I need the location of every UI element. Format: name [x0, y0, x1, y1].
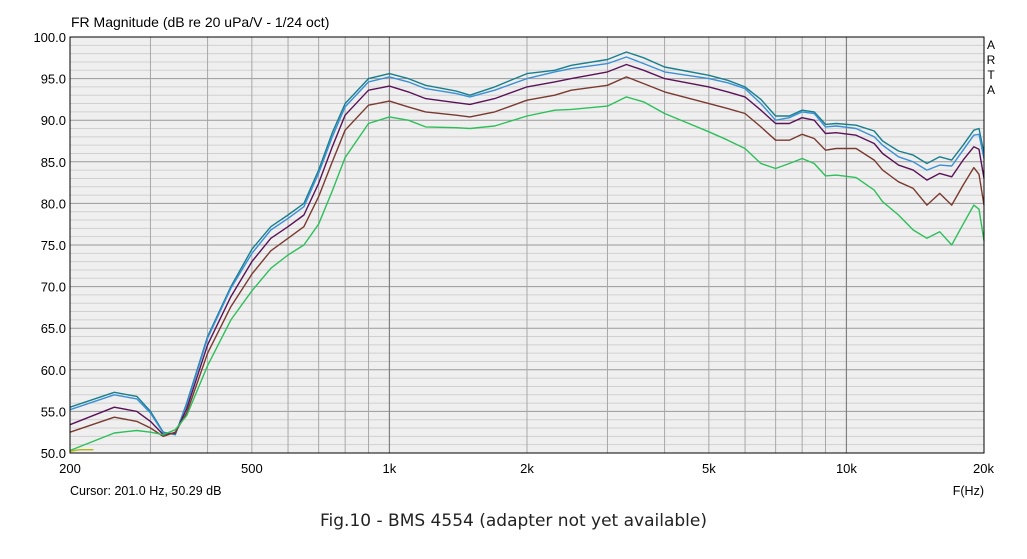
y-tick-label: 95.0 [41, 72, 66, 87]
series-line-3 [69, 63, 985, 436]
y-tick-label: 100.0 [33, 30, 66, 45]
series-line-1 [69, 51, 985, 436]
series-line-4 [69, 76, 985, 438]
x-tick-labels: 200 500 1k 2k 5k 10k 20k [59, 461, 994, 476]
arta-letter: R [987, 53, 996, 67]
y-tick-label: 70.0 [41, 280, 66, 295]
y-tick-label: 85.0 [41, 155, 66, 170]
x-tick-label: 5k [702, 461, 716, 476]
arta-letter: A [987, 83, 995, 97]
x-tick-label: 200 [59, 461, 81, 476]
x-tick-label: 500 [241, 461, 263, 476]
plot-frame [69, 36, 985, 454]
arta-letter: T [987, 68, 995, 82]
cursor-readout: Cursor: 201.0 Hz, 50.29 dB [70, 484, 221, 498]
chart-title: FR Magnitude (dB re 20 uPa/V - 1/24 oct) [71, 14, 329, 30]
y-tick-labels: 50.0 55.0 60.0 65.0 70.0 75.0 80.0 85.0 90.0 95.0… [33, 30, 66, 461]
y-tick-label: 90.0 [41, 113, 66, 128]
x-tick-label: 10k [836, 461, 857, 476]
series-line-2 [69, 56, 985, 435]
y-tick-label: 50.0 [41, 446, 66, 461]
x-axis-label: F(Hz) [953, 484, 984, 498]
series-group [69, 51, 985, 452]
y-tick-label: 55.0 [41, 404, 66, 419]
x-tick-label: 2k [520, 461, 534, 476]
arta-letter: A [987, 38, 995, 52]
figure-caption: Fig.10 - BMS 4554 (adapter not yet avail… [320, 511, 707, 531]
y-tick-label: 80.0 [41, 196, 66, 211]
series-line-6 [69, 449, 94, 452]
series-line-5 [69, 96, 985, 452]
grid-lines [70, 37, 984, 453]
x-tick-label: 20k [973, 461, 994, 476]
y-tick-label: 60.0 [41, 363, 66, 378]
y-tick-label: 65.0 [41, 321, 66, 336]
x-tick-label: 1k [383, 461, 397, 476]
y-tick-label: 75.0 [41, 238, 66, 253]
